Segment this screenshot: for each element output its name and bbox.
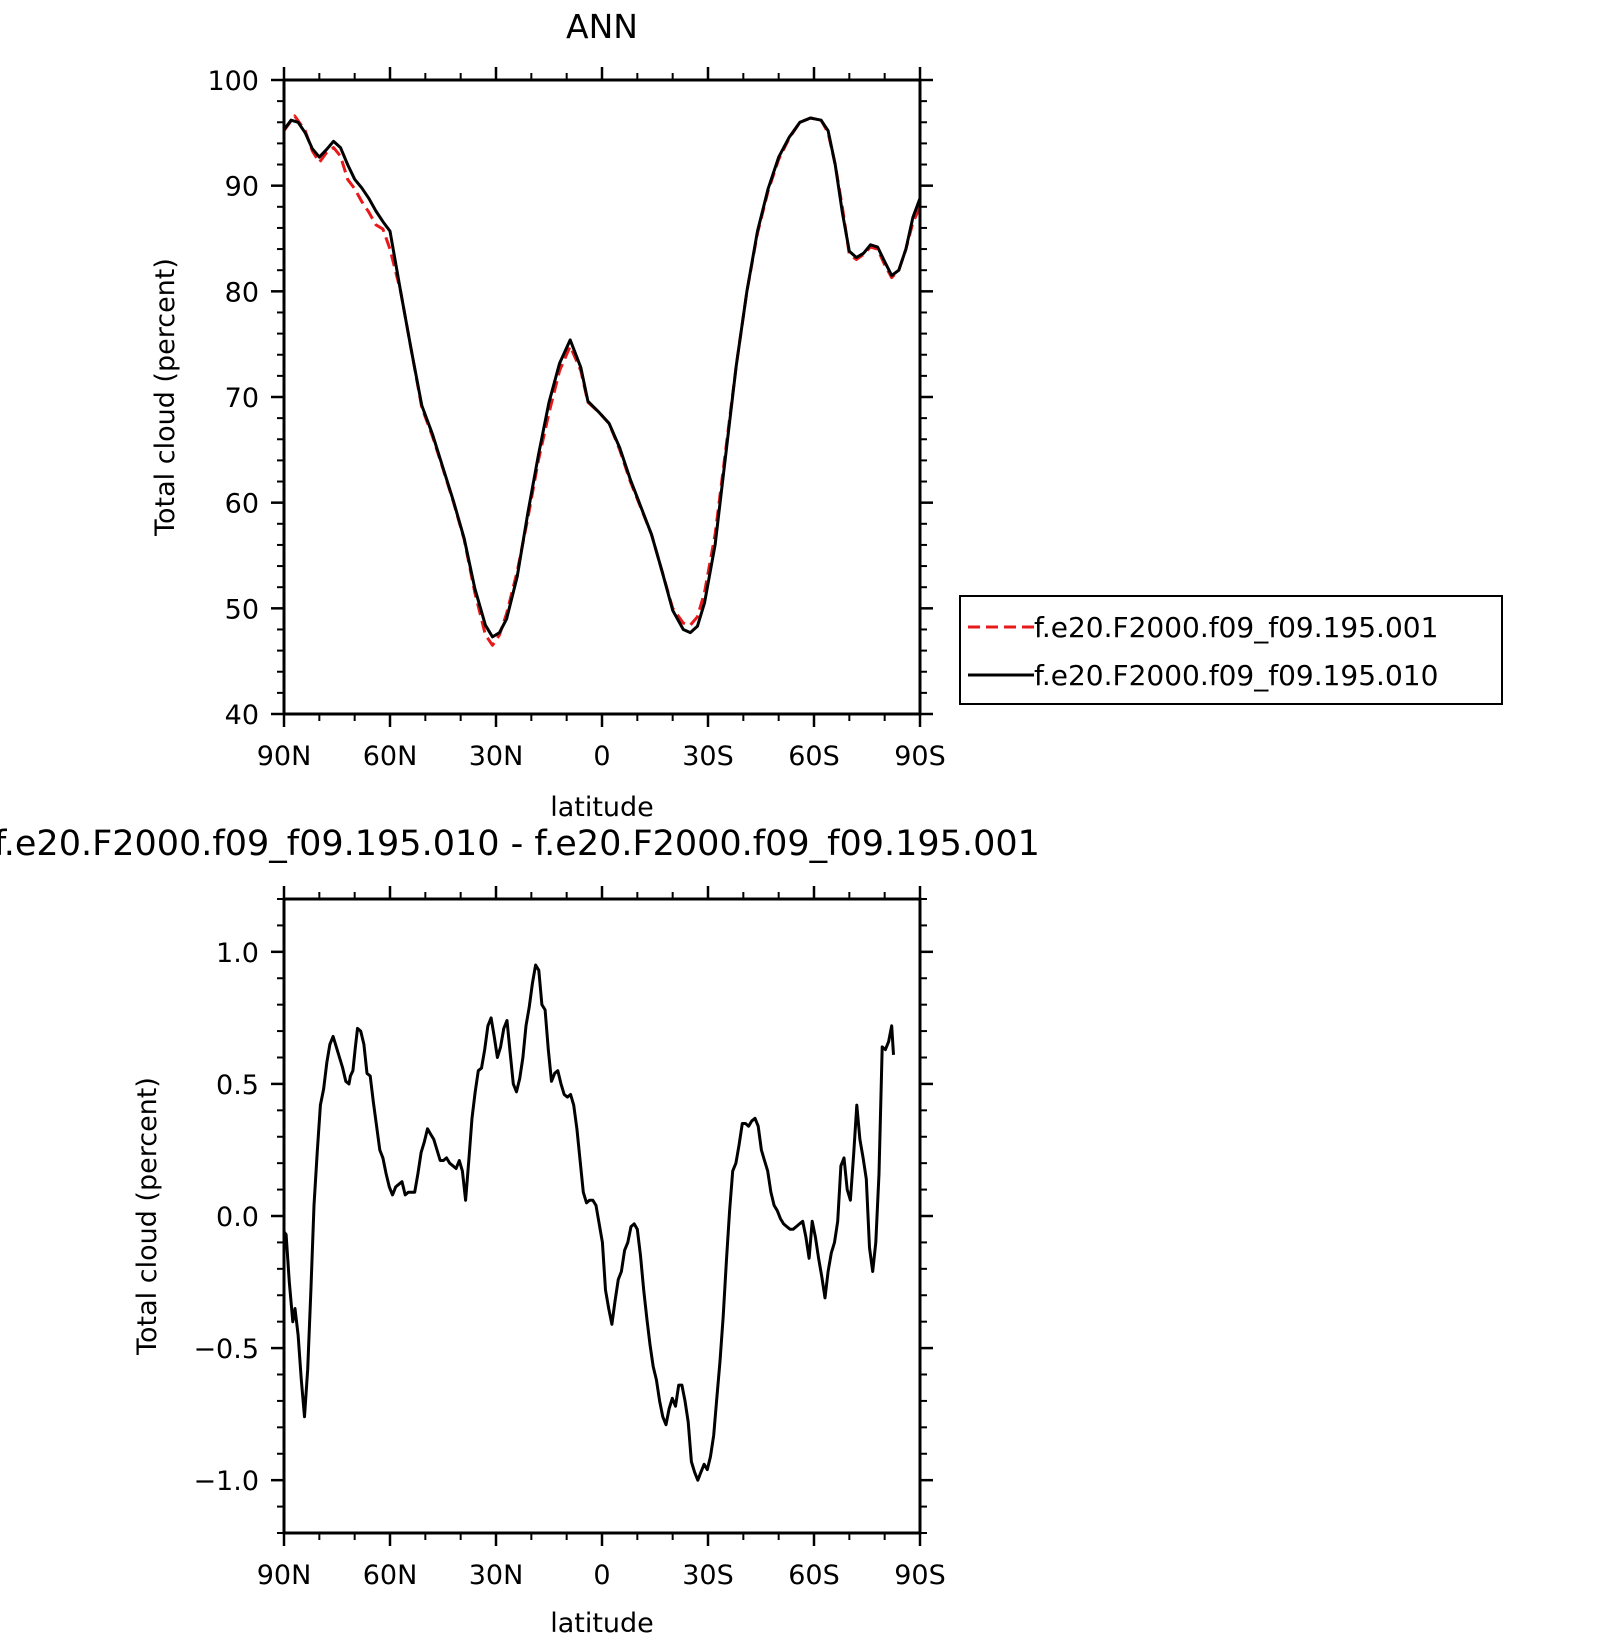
- legend-label-series-2: f.e20.F2000.f09_f09.195.010: [1034, 659, 1438, 692]
- legend-label-series-1: f.e20.F2000.f09_f09.195.001: [1034, 611, 1438, 644]
- y-tick-label: 50: [225, 594, 259, 625]
- x-tick-label: 90N: [257, 741, 312, 772]
- x-tick-label: 30S: [682, 741, 734, 772]
- top-panel: ANN 90N 60N 30N 0 30S 60S 90S 40 50 60 70 80 90 100 l…: [150, 7, 1503, 823]
- x-tick-label: 60N: [363, 1560, 418, 1591]
- y-tick-label: 80: [225, 277, 259, 308]
- bottom-plot-frame: [282, 897, 922, 1535]
- legend: f.e20.F2000.f09_f09.195.001 f.e20.F2000.…: [959, 595, 1503, 705]
- x-tick-label: 60S: [788, 1560, 840, 1591]
- x-tick-label: 30S: [682, 1560, 734, 1591]
- y-tick-label: 70: [225, 383, 259, 414]
- y-tick-label: 60: [225, 489, 259, 520]
- top-yaxis-title: Total cloud (percent): [150, 258, 181, 537]
- x-tick-label: 60S: [788, 741, 840, 772]
- bottom-xaxis-title: latitude: [550, 1608, 654, 1635]
- bottom-series-group: [282, 963, 895, 1482]
- x-tick-label: 30N: [469, 741, 524, 772]
- difference-chart-title: f.e20.F2000.f09_f09.195.010 - f.e20.F200…: [0, 824, 1040, 864]
- top-tick-labels: 90N 60N 30N 0 30S 60S 90S 40 50 60 70 80 90 100: [207, 66, 945, 772]
- x-tick-label: 90S: [894, 1560, 946, 1591]
- y-tick-label: −0.5: [193, 1334, 259, 1365]
- bottom-yaxis-title: Total cloud (percent): [132, 1077, 163, 1356]
- top-series-line-1: [282, 114, 922, 647]
- y-tick-label: 100: [207, 66, 259, 97]
- y-tick-label: 0.0: [216, 1202, 259, 1233]
- x-tick-label: 30N: [469, 1560, 524, 1591]
- top-series-line-2: [282, 116, 922, 639]
- legend-box: [959, 595, 1503, 705]
- bottom-panel: f.e20.F2000.f09_f09.195.010 - f.e20.F200…: [0, 824, 1040, 1635]
- y-tick-label: 90: [225, 172, 259, 203]
- top-xaxis-title: latitude: [550, 792, 654, 823]
- x-tick-label: 60N: [363, 741, 418, 772]
- x-tick-label: 0: [593, 741, 610, 772]
- y-tick-label: 40: [225, 700, 259, 731]
- x-tick-label: 90S: [894, 741, 946, 772]
- bottom-axes-ticks: [271, 886, 933, 1546]
- top-chart-title: ANN: [566, 7, 638, 46]
- x-tick-label: 0: [593, 1560, 610, 1591]
- top-series-group: [282, 114, 922, 647]
- y-tick-label: 0.5: [216, 1070, 259, 1101]
- top-plot-frame: [282, 78, 922, 716]
- top-axes-ticks: [271, 67, 933, 727]
- bottom-tick-labels: 90N 60N 30N 0 30S 60S 90S −1.0 −0.5 0.0 0.5 1.0: [193, 938, 945, 1591]
- x-tick-label: 90N: [257, 1560, 312, 1591]
- y-tick-label: 1.0: [216, 938, 259, 969]
- difference-series-line-1: [282, 963, 895, 1482]
- y-tick-label: −1.0: [193, 1466, 259, 1497]
